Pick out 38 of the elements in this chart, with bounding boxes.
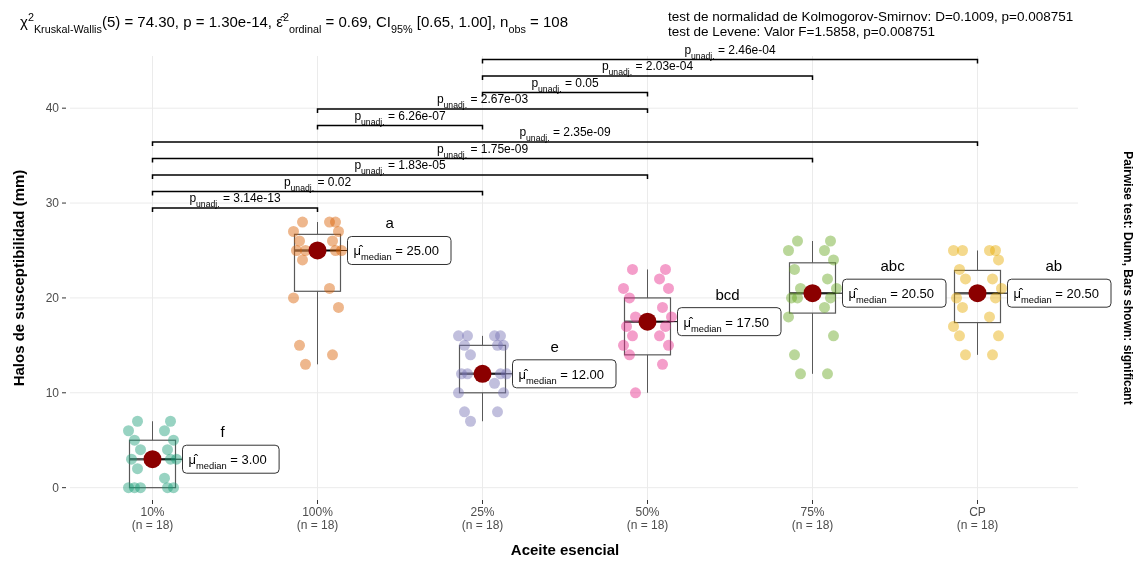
annotation: p$_{unadj.}$ = 2.67e-03: [436, 92, 529, 111]
annotation: e: [550, 337, 559, 355]
x-tick-label: CP (n = 18): [956, 505, 999, 532]
annotation: p$_{unadj.}$ = 6.26e-07: [354, 108, 446, 127]
annotation: p$_{unadj.}$ = 2.03e-04: [601, 59, 694, 78]
annotation: μ̂$_{median}$ = 20.50: [848, 286, 935, 306]
annotation: p$_{unadj.}$ = 3.14e-13: [189, 191, 281, 210]
x-tick-label: 100% (n = 18): [296, 505, 339, 532]
annotation: p$_{unadj.}$ = 2.35e-09: [519, 125, 611, 144]
x-tick-label: 75% (n = 18): [791, 505, 834, 532]
annotation: p$_{unadj.}$ = 0.02: [283, 174, 352, 193]
annotation: p$_{unadj.}$ = 1.83e-05: [354, 158, 446, 177]
annotation: abc: [880, 257, 906, 275]
annotation: p$_{unadj.}$ = 2.46e-04: [684, 42, 776, 61]
annotation: p$_{unadj.}$ = 1.75e-09: [436, 141, 529, 160]
annotation: p$_{unadj.}$ = 0.05: [531, 75, 599, 94]
y-tick-label: 20: [45, 290, 60, 305]
y-tick-label: 0: [52, 480, 60, 495]
annotation: a: [385, 214, 395, 232]
annotation: f: [220, 423, 226, 441]
annotation: μ̂$_{median}$ = 12.00: [518, 366, 605, 386]
y-tick-label: 10: [45, 385, 60, 400]
x-tick-label: 10% (n = 18): [131, 505, 174, 532]
x-tick-label: 50% (n = 18): [626, 505, 669, 532]
x-tick-label: 25% (n = 18): [461, 505, 504, 532]
chart-title: χ$^{2}$$_{Kruskal-Wallis}$(5) = 74.30, p = 1.30e-14, ε̂$^{2}$$_{ordinal}$ = 0.69, CI$_{95%}$ [0.65, 1.00], n$_{obs}$ = 108: [20, 11, 569, 35]
y-tick-label: 30: [45, 196, 60, 211]
annotation: μ̂$_{median}$ = 3.00: [188, 452, 267, 472]
annotation: ab: [1045, 257, 1063, 275]
y-axis-title: Halos de susceptibilidad (mm): [10, 169, 27, 387]
annotation: μ̂$_{median}$ = 25.00: [353, 243, 440, 263]
annotation: bcd: [715, 285, 740, 303]
text: Pairwise test: Dunn, Bars shown: significant: [1121, 151, 1134, 405]
annotation: μ̂$_{median}$ = 20.50: [1013, 286, 1100, 306]
annotation: μ̂$_{median}$ = 17.50: [683, 314, 770, 334]
chart-subtitle: test de normalidad de Kolmogorov-Smirnov: D=0.1009, p=0.008751 test de Levene: Valor F=1.5858, p=0.008751: [668, 9, 1074, 39]
y-tick-label: 40: [45, 101, 60, 116]
x-axis-title: Aceite esencial: [510, 541, 620, 558]
